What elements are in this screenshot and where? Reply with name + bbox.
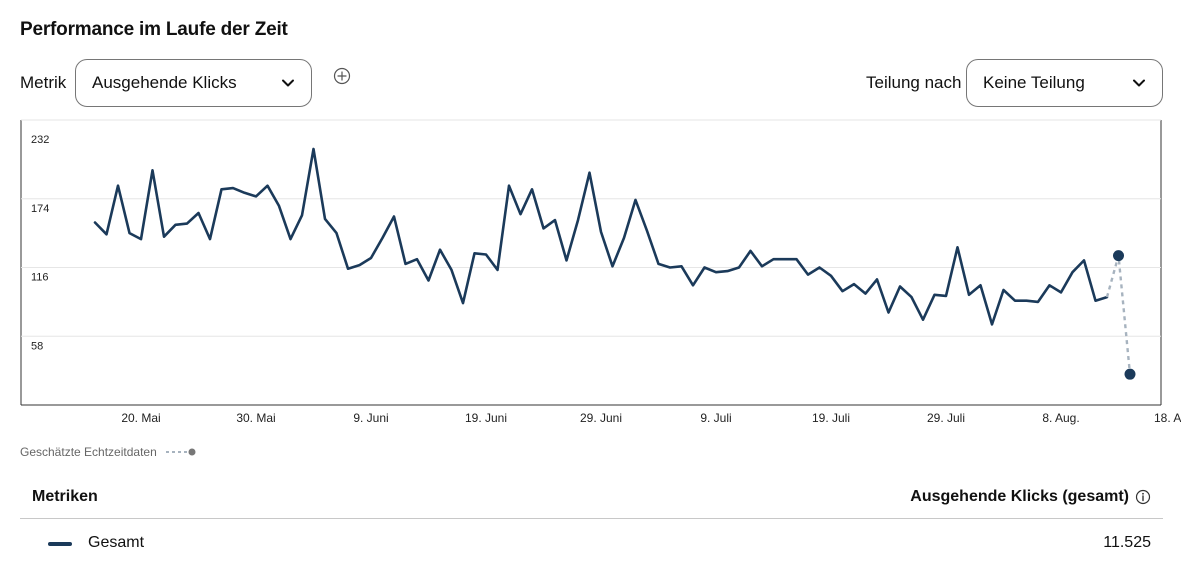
estimated-layer — [1105, 250, 1136, 380]
metrics-table-header: Metriken Ausgehende Klicks (gesamt) — [20, 478, 1163, 519]
split-select[interactable]: Keine Teilung — [966, 59, 1163, 107]
estimated-point — [1124, 368, 1136, 380]
y-tick-label: 58 — [31, 340, 43, 352]
page-title: Performance im Laufe der Zeit — [20, 19, 288, 40]
x-tick-label: 29. Juli — [927, 411, 965, 425]
chevron-down-icon — [1133, 79, 1145, 87]
y-axis-ticks: 58 116 174 232 — [31, 134, 49, 352]
realtime-legend: Geschätzte Echtzeitdaten — [20, 445, 197, 459]
metric-label: Metrik — [20, 73, 67, 92]
value-column-header: Ausgehende Klicks (gesamt) — [910, 488, 1151, 506]
x-tick-label: 20. Mai — [121, 411, 160, 425]
split-select-value: Keine Teilung — [983, 73, 1085, 92]
x-tick-label: 30. Mai — [236, 411, 275, 425]
value-column-label: Ausgehende Klicks (gesamt) — [910, 488, 1129, 505]
row-name: Gesamt — [88, 534, 145, 551]
line-chart: 58 116 174 232 20. Mai 30. Mai 9. Juni 19. Jun… — [20, 119, 1181, 425]
x-tick-label: 9. Juli — [700, 411, 731, 425]
series-swatch — [48, 542, 72, 546]
chevron-down-icon — [282, 79, 294, 87]
realtime-legend-label: Geschätzte Echtzeitdaten — [20, 445, 157, 459]
estimated-line — [1105, 255, 1132, 375]
dotted-line-icon — [165, 448, 196, 456]
x-axis-ticks: 20. Mai 30. Mai 9. Juni 19. Juni 29. Juni 9. … — [121, 411, 1181, 425]
row-value: 11.525 — [1103, 534, 1151, 551]
grid-layer — [20, 119, 1162, 406]
series-layer — [93, 147, 1109, 326]
info-icon[interactable] — [1135, 489, 1151, 505]
table-row: Gesamt 11.525 — [20, 530, 1163, 558]
x-tick-label: 19. Juni — [465, 411, 507, 425]
x-tick-label: 8. Aug. — [1042, 411, 1079, 425]
metrics-column-header: Metriken — [32, 488, 98, 505]
y-tick-label: 116 — [31, 272, 49, 284]
x-tick-label: 9. Juni — [353, 411, 388, 425]
x-tick-label: 29. Juni — [580, 411, 622, 425]
estimated-point — [1113, 250, 1124, 262]
y-tick-label: 232 — [31, 134, 49, 146]
metric-select-value: Ausgehende Klicks — [92, 73, 237, 92]
metric-select[interactable]: Ausgehende Klicks — [75, 59, 312, 107]
x-tick-label: 18. Aug. — [1154, 411, 1181, 425]
series-line-gesamt — [93, 147, 1109, 326]
add-metric-icon[interactable] — [333, 67, 351, 85]
split-label: Teilung nach — [866, 73, 962, 92]
x-tick-label: 19. Juli — [812, 411, 850, 425]
y-tick-label: 174 — [31, 203, 49, 215]
